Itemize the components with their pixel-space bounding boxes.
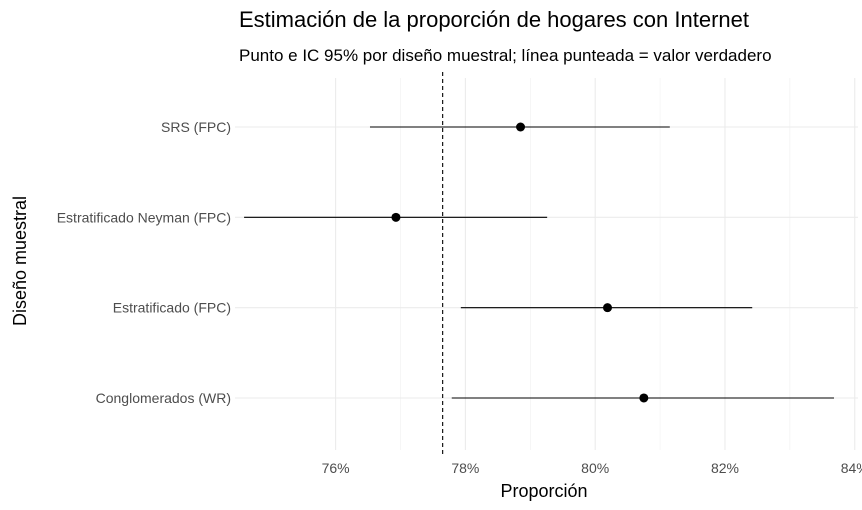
x-tick-label: 84% (841, 460, 862, 476)
x-tick-label: 78% (451, 460, 479, 476)
x-axis-title: Proporción (500, 481, 587, 501)
y-tick-label: Estratificado (FPC) (113, 300, 231, 316)
grid-lines (235, 78, 858, 450)
data-marks (244, 72, 834, 454)
x-tick-label: 82% (711, 460, 739, 476)
y-tick-label: Conglomerados (WR) (96, 390, 231, 406)
point-estimate (639, 393, 649, 403)
y-tick-label: Estratificado Neyman (FPC) (57, 209, 231, 225)
plot-area (235, 72, 858, 454)
x-tick-label: 80% (581, 460, 609, 476)
y-axis-title: Diseño muestral (10, 196, 30, 326)
chart-subtitle: Punto e IC 95% por diseño muestral; líne… (239, 46, 772, 65)
x-tick-label: 76% (322, 460, 350, 476)
point-estimate (391, 212, 401, 222)
chart-title: Estimación de la proporción de hogares c… (239, 7, 749, 32)
x-axis-labels: 76% 78% 80% 82% 84% (322, 460, 862, 476)
y-tick-label: SRS (FPC) (161, 119, 231, 135)
point-estimate (516, 122, 526, 132)
point-estimate (603, 303, 613, 313)
y-axis-labels: SRS (FPC) Estratificado Neyman (FPC) Estra… (57, 119, 231, 406)
